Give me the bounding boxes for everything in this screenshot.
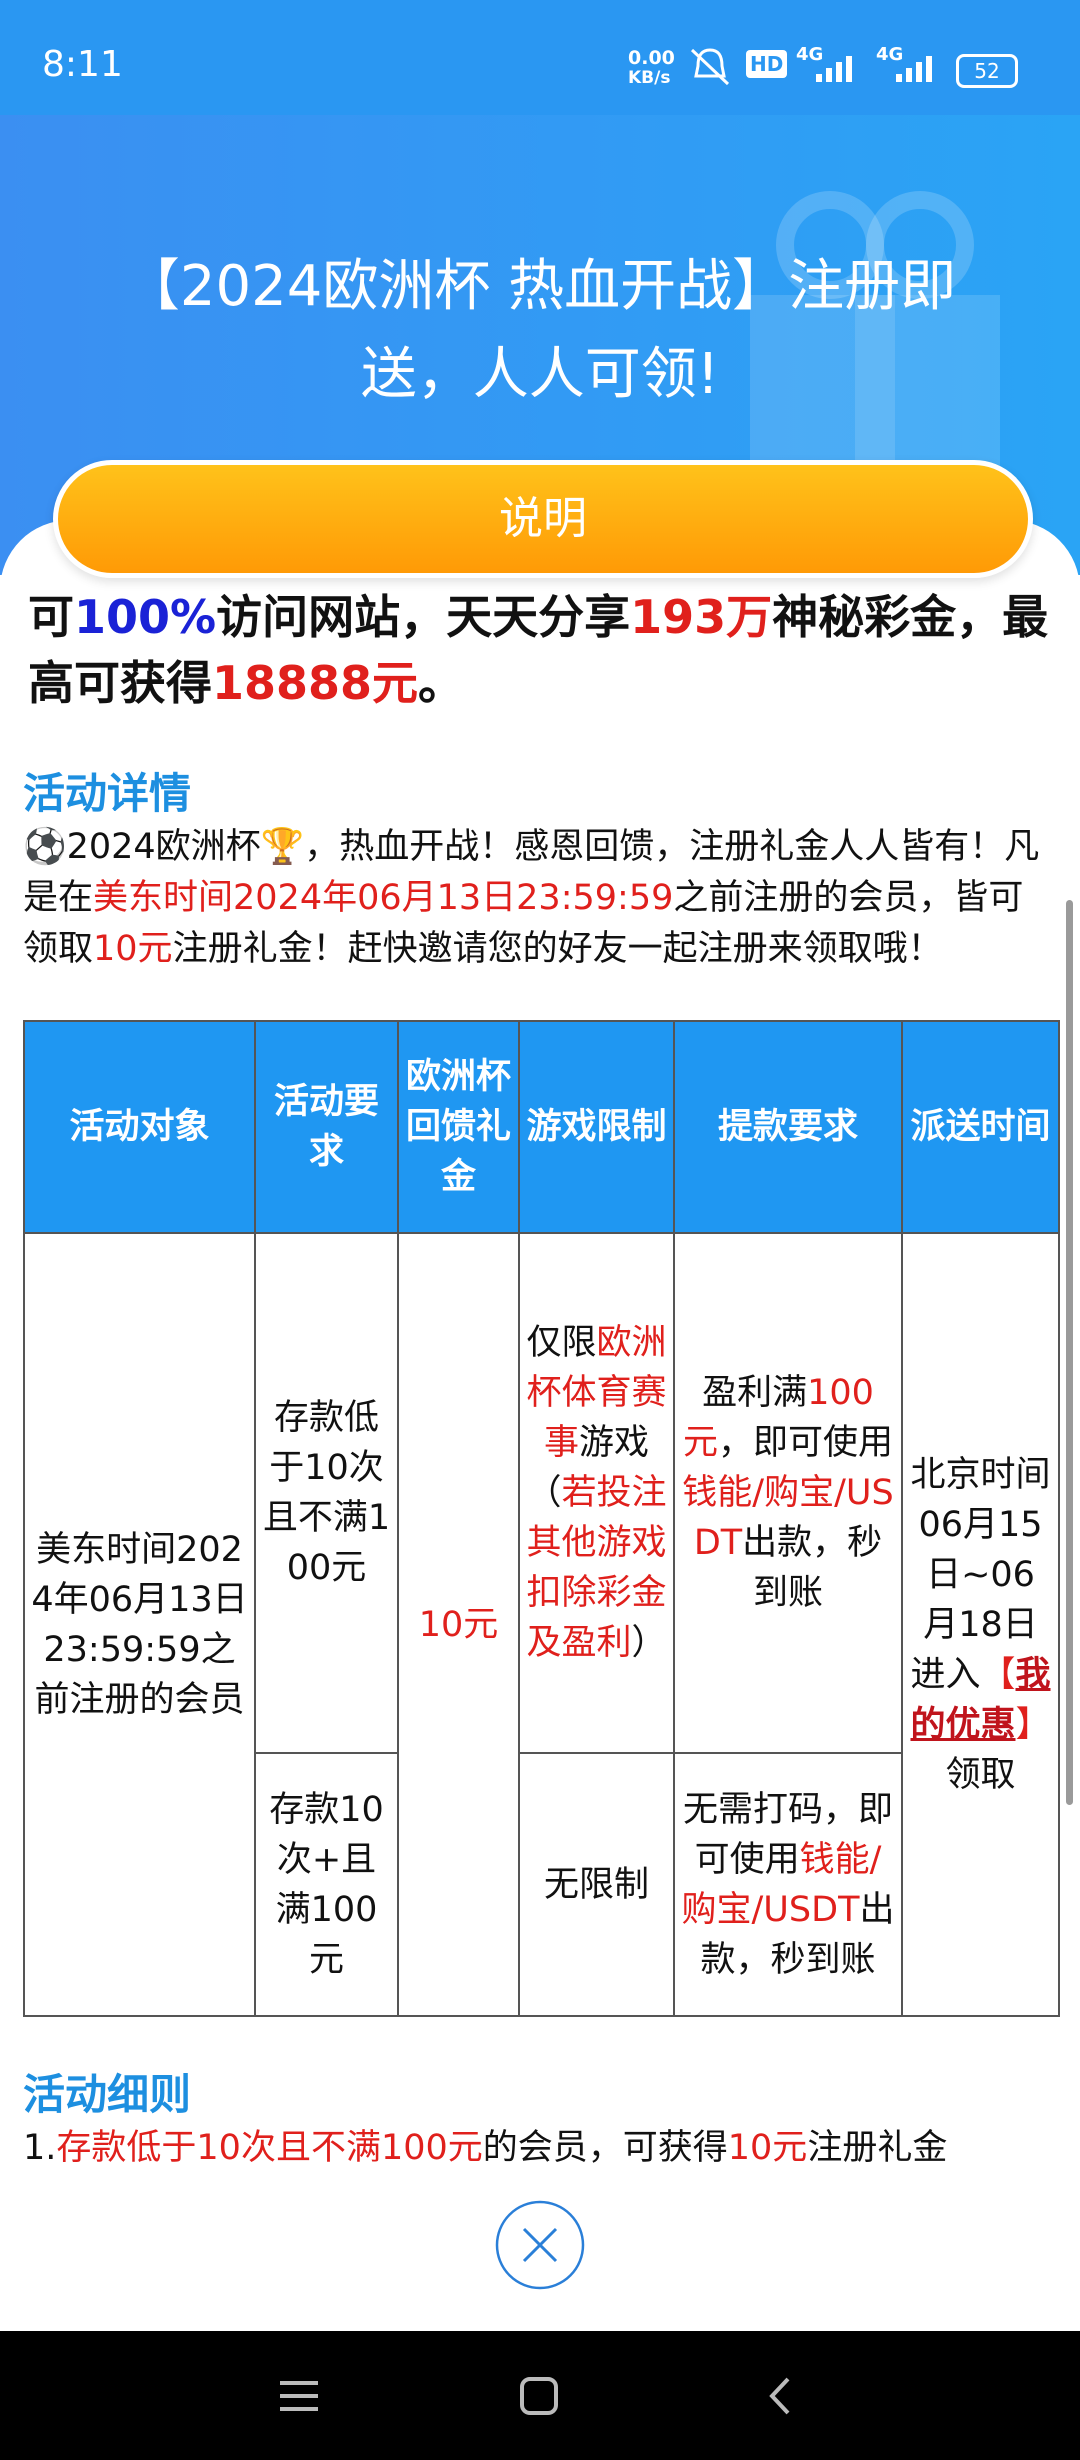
text-segment: 10元	[93, 929, 173, 969]
net-speed: 0.00	[628, 47, 675, 69]
hd-icon: HD	[746, 50, 788, 78]
signal-icon	[896, 56, 932, 82]
text-segment: 出款，秒到账	[742, 1523, 883, 1613]
table-cell: 存款10次+且满100元	[254, 1752, 399, 2017]
text-segment: 无限制	[543, 1864, 649, 1905]
text-segment: 存款10次+且满100元	[269, 1789, 384, 1980]
text-segment: 无需打码，即可使用	[682, 1789, 893, 1880]
section-heading: 活动细则	[23, 2070, 192, 2119]
text-segment: 193万	[630, 590, 773, 644]
table-header: 欧洲杯回馈礼金	[397, 1020, 520, 1234]
table-header: 派送时间	[901, 1020, 1060, 1234]
text-segment: 100%	[74, 590, 217, 644]
text-segment: 北京时间06月15日~06月18日进入	[910, 1454, 1051, 1695]
text-segment: 10元	[418, 1604, 499, 1645]
table-cell: 北京时间06月15日~06月18日进入【我的优惠】领取	[901, 1232, 1060, 2017]
table-row: 美东时间2024年06月13日23:59:59之前注册的会员 存款低于10次且不…	[23, 1232, 1060, 2017]
text-segment: 存款低于10次且不满100元	[56, 2128, 483, 2168]
table-header: 活动要求	[254, 1020, 399, 1234]
text-segment: 【	[980, 1654, 1016, 1695]
battery: 52	[956, 54, 1018, 88]
table-cell: 10元	[397, 1232, 520, 2017]
table-header-row: 活动对象 活动要求 欧洲杯回馈礼金 游戏限制 提款要求 派送时间	[23, 1020, 1060, 1234]
text-segment: 注册礼金！赶快邀请您的好友一起注册来领取哦！	[172, 929, 943, 969]
clock: 8:11	[42, 44, 123, 85]
table-cell: 无需打码，即可使用钱能/购宝/USDT出款，秒到账	[673, 1752, 903, 2017]
text-segment: 注册礼金	[807, 2128, 948, 2168]
network-type: 4G	[876, 44, 904, 65]
navigation-bar	[0, 2331, 1080, 2460]
table-header: 活动对象	[23, 1020, 256, 1234]
signal-icon	[816, 56, 852, 82]
text-segment: 1.	[23, 2128, 57, 2168]
page-title: 【2024欧洲杯 热血开战】注册即送，人人可领!	[123, 254, 957, 407]
home-button[interactable]	[518, 2375, 560, 2417]
text-segment: 美东时间2024年06月13日23:59:59	[93, 878, 674, 918]
text-segment: 100元	[682, 1373, 874, 1463]
table-row: 存款10次+且满100元 无限制 无需打码，即可使用钱能/购宝/USDT出款，秒…	[24, 1752, 1059, 2017]
text-segment: 游戏（	[526, 1423, 650, 1513]
footer	[0, 2195, 1080, 2331]
text-segment: ，即可使用	[718, 1423, 894, 1463]
description-button[interactable]: 说明	[53, 460, 1033, 578]
text-segment: 若投注其他游戏扣除彩金及盈利	[526, 1473, 667, 1663]
table-header: 提款要求	[673, 1020, 903, 1234]
text-segment: 钱能/购宝/USDT	[681, 1839, 882, 1930]
details-paragraph: ⚽2024欧洲杯🏆，热血开战！感恩回馈，注册礼金人人皆有！凡是在美东时间2024…	[23, 822, 1050, 975]
text-segment: ）	[631, 1623, 667, 1663]
text-segment: 可	[28, 590, 74, 644]
mute-icon	[690, 48, 730, 86]
text-segment: 领取	[945, 1754, 1016, 1795]
text-segment: 。	[418, 656, 465, 710]
text-segment: 盈利满	[702, 1373, 808, 1413]
text-segment: 钱能/购宝/USDT	[682, 1473, 894, 1563]
close-button[interactable]	[494, 2199, 586, 2291]
text-segment: 神秘彩金，最高可获得	[28, 590, 1049, 710]
rules-line: 1.存款低于10次且不满100元的会员，可获得10元注册礼金	[23, 2123, 1080, 2174]
text-segment: 18888元	[212, 656, 419, 710]
text-segment: 访问网站，天天分享	[216, 590, 631, 644]
scrollbar[interactable]	[1066, 900, 1073, 1805]
text-segment: 存款低于10次且不满100元	[262, 1398, 391, 1588]
back-button[interactable]	[760, 2375, 802, 2417]
menu-button[interactable]	[278, 2375, 320, 2417]
table-cell: 盈利满100元，即可使用钱能/购宝/USDT出款，秒到账	[673, 1232, 903, 1754]
net-unit: KB/s	[628, 68, 671, 88]
text-segment: 之前注册的会员，皆可领取	[23, 878, 1024, 969]
table-header: 游戏限制	[518, 1020, 675, 1234]
text-segment: 欧洲杯体育赛事	[526, 1323, 667, 1463]
table-cell: 仅限欧洲杯体育赛事游戏（若投注其他游戏扣除彩金及盈利）	[518, 1232, 675, 1754]
text-segment: 仅限	[526, 1323, 597, 1363]
table-cell: 存款低于10次且不满100元	[254, 1232, 399, 1754]
section-heading: 活动详情	[23, 769, 192, 818]
link[interactable]: 我的优惠	[910, 1654, 1051, 1745]
activity-table: 活动对象 活动要求 欧洲杯回馈礼金 游戏限制 提款要求 派送时间 美东时间202…	[23, 1020, 1060, 2017]
text-segment: 】	[1015, 1704, 1051, 1745]
intro-text: 可100%访问网站，天天分享193万神秘彩金，最高可获得18888元。	[28, 584, 1052, 716]
content: 可100%访问网站，天天分享193万神秘彩金，最高可获得18888元。 活动详情…	[0, 575, 1080, 2190]
table-cell: 无限制	[518, 1752, 675, 2017]
text-segment: 的会员，可获得	[482, 2128, 728, 2168]
text-segment: 出款，秒到账	[700, 1889, 895, 1980]
table-cell: 美东时间2024年06月13日23:59:59之前注册的会员	[23, 1232, 256, 2017]
text-segment: 10元	[727, 2128, 808, 2168]
text-segment: ⚽2024欧洲杯🏆，热血开战！感恩回馈，注册礼金人人皆有！凡是在	[23, 827, 1040, 918]
status-bar: 8:11 0.00 KB/s HD 4G 4G 52	[0, 0, 1080, 115]
text-segment: 美东时间2024年06月13日23:59:59之前注册的会员	[31, 1529, 248, 1720]
network-type: 4G	[796, 44, 824, 65]
